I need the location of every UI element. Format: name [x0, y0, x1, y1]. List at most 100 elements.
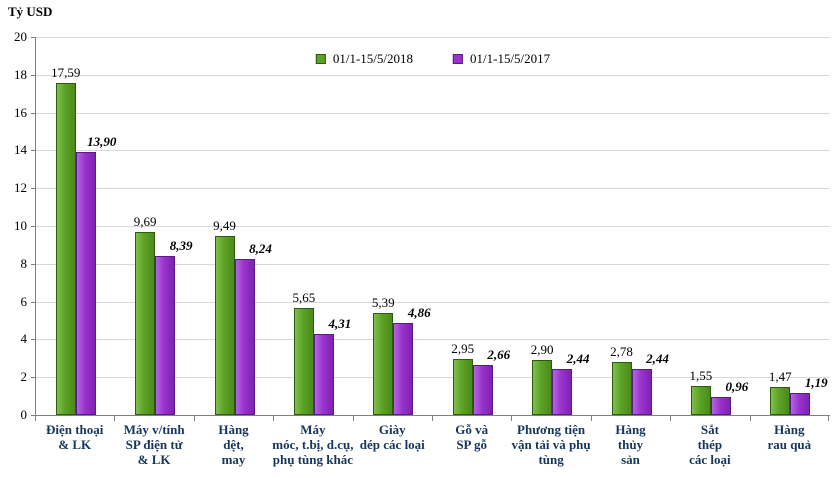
- y-axis-tick: [31, 226, 35, 227]
- x-axis-tick: [273, 416, 275, 421]
- value-label-2018: 9,69: [133, 213, 157, 229]
- x-axis-tick: [352, 416, 354, 421]
- x-axis-tick: [432, 416, 433, 421]
- value-label-2017: 8,24: [249, 241, 272, 257]
- y-axis-tick-label: 8: [20, 255, 28, 271]
- x-axis-tick: [590, 416, 592, 421]
- bar-2017: [234, 259, 255, 415]
- y-axis-tick-label: 18: [14, 66, 27, 82]
- y-axis-tick: [31, 301, 35, 303]
- y-axis-tick-label: 20: [14, 29, 27, 44]
- value-label-2017: 8,39: [169, 238, 193, 254]
- y-axis-tick: [31, 112, 35, 114]
- value-label-2017: 4,31: [328, 315, 352, 331]
- category-label: Hàng rau quả: [767, 422, 812, 452]
- category-label: Hàng thủy sản: [615, 422, 646, 467]
- legend-item-2017: 01/1-15/5/2017: [453, 51, 550, 67]
- value-label-2017: 0,96: [725, 378, 749, 394]
- x-axis: Điện thoại & LK Máy v/tính SP điện tử & L…: [35, 416, 829, 478]
- value-label-2017: 2,66: [487, 346, 511, 362]
- bar-2018: [611, 362, 632, 415]
- legend-swatch-2017: [453, 54, 463, 64]
- legend: 01/1-15/5/2018 01/1-15/5/2017: [315, 51, 550, 67]
- bar-2017: [552, 368, 573, 415]
- legend-item-2018: 01/1-15/5/2018: [315, 51, 413, 67]
- bar-2017: [313, 333, 334, 415]
- category-label: Điện thoại & LK: [45, 422, 104, 452]
- bar-2018: [373, 313, 394, 415]
- value-label-2017: 2,44: [646, 350, 669, 366]
- value-label-2017: 2,44: [566, 350, 590, 366]
- y-axis-tick-label: 6: [20, 293, 28, 309]
- y-axis-tick-label: 2: [20, 369, 28, 385]
- x-axis-tick: [670, 416, 672, 421]
- y-axis-tick-label: 12: [14, 180, 27, 196]
- value-label-2018: 1,47: [768, 369, 792, 385]
- y-axis-tick-label: 0: [20, 407, 28, 422]
- gridline: [36, 377, 830, 379]
- gridline: [36, 301, 830, 303]
- x-axis-tick: [828, 416, 829, 421]
- value-label-2018: 17,59: [51, 64, 81, 80]
- y-axis-tick: [31, 263, 35, 265]
- bar-2017: [155, 256, 176, 415]
- category-label: Máy v/tính SP điện tử & LK: [123, 422, 185, 467]
- y-axis-tick: [31, 415, 35, 416]
- category-label: Phương tiện vận tải và phụ tùng: [511, 422, 591, 467]
- gridline: [36, 74, 830, 76]
- bar-2018: [135, 231, 156, 415]
- y-axis-tick: [31, 339, 35, 341]
- value-label-2018: 2,95: [451, 341, 475, 357]
- gridline: [36, 188, 830, 190]
- category-label: Sắt thép các loại: [689, 422, 731, 467]
- x-axis-tick: [193, 416, 195, 421]
- gridline: [36, 150, 830, 152]
- bar-2018: [214, 235, 235, 415]
- bar-2018: [690, 385, 711, 415]
- y-axis-tick-label: 10: [14, 218, 27, 233]
- y-axis-tick-label: 4: [20, 331, 28, 347]
- y-axis-tick-label: 16: [14, 104, 27, 120]
- x-axis-tick: [35, 416, 36, 421]
- value-label-2017: 13,90: [87, 134, 117, 150]
- value-label-2018: 5,65: [292, 290, 316, 306]
- bar-2017: [393, 323, 414, 415]
- gridline: [36, 226, 830, 227]
- category-label: Hàng dệt, may: [218, 422, 249, 467]
- category-label: Gỗ và SP gỗ: [455, 422, 489, 452]
- gridline: [36, 37, 830, 38]
- value-label-2017: 1,19: [804, 374, 828, 390]
- bar-2017: [75, 152, 96, 415]
- legend-label-2018: 01/1-15/5/2018: [332, 51, 413, 66]
- y-axis-tick: [31, 37, 35, 38]
- y-axis-tick-label: 14: [14, 142, 27, 158]
- legend-swatch-2018: [315, 54, 326, 64]
- y-axis-tick: [31, 150, 35, 152]
- value-label-2018: 1,55: [689, 367, 713, 383]
- y-axis-tick: [31, 377, 35, 379]
- value-label-2018: 2,90: [530, 342, 554, 358]
- y-axis-tick: [31, 188, 35, 190]
- bar-2018: [532, 360, 553, 415]
- x-axis-tick: [114, 416, 116, 421]
- bar-2018: [293, 308, 314, 415]
- x-axis-tick: [749, 416, 751, 421]
- bar-2018: [452, 359, 473, 415]
- category-label: Giày dép các loại: [359, 422, 425, 452]
- value-label-2018: 2,78: [610, 344, 633, 360]
- value-label-2017: 4,86: [407, 305, 431, 321]
- gridline: [36, 339, 830, 341]
- bar-2017: [710, 396, 731, 415]
- plot-area: 01/1-15/5/2018 01/1-15/5/2017 17,59 13,90…: [35, 37, 830, 416]
- bar-2017: [631, 368, 652, 415]
- y-axis-title: Tỷ USD: [8, 4, 53, 19]
- gridline: [36, 263, 830, 265]
- bar-2017: [790, 392, 811, 415]
- x-axis-tick: [511, 416, 513, 421]
- category-label: Máy móc, t.bị, d.cụ, phụ tùng khác: [272, 422, 354, 467]
- y-axis-tick: [31, 74, 35, 76]
- bar-2017: [472, 364, 493, 415]
- value-label-2018: 9,49: [213, 217, 236, 233]
- y-axis: 0 2 4 6 8 10 12 14 16 18 20: [0, 29, 35, 422]
